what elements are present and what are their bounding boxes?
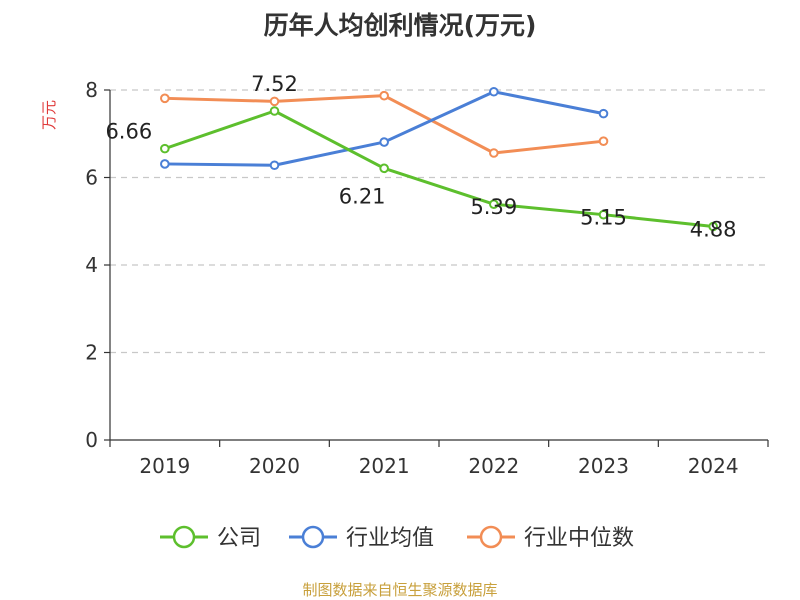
y-tick-label: 0 — [85, 428, 98, 452]
y-tick-label: 8 — [85, 78, 98, 102]
y-tick-label: 4 — [85, 253, 98, 277]
data-point — [160, 93, 170, 104]
data-label: 5.39 — [470, 195, 517, 219]
data-point — [598, 136, 609, 146]
legend-item[interactable]: 公司 — [160, 525, 261, 551]
series-layer — [160, 86, 718, 232]
data-point — [379, 90, 389, 101]
chart-title: 历年人均创利情况(万元) — [263, 11, 537, 40]
data-point — [489, 199, 499, 209]
x-tick-label: 2021 — [359, 454, 410, 478]
y-tick-label: 2 — [85, 341, 98, 365]
data-point — [598, 108, 609, 119]
legend-swatch-marker — [301, 525, 325, 549]
data-point — [269, 96, 280, 107]
data-point — [379, 137, 389, 147]
legend: 公司 行业均值 行业中位数 — [160, 525, 634, 551]
legend-label: 公司 — [217, 526, 261, 551]
x-tick-label: 2023 — [578, 454, 629, 478]
x-tick-label: 2020 — [249, 454, 300, 478]
series-line — [164, 109, 714, 228]
data-point — [269, 160, 280, 171]
data-label: 6.66 — [105, 120, 152, 144]
legend-swatch-marker — [479, 525, 503, 549]
data-labels: 6.66 7.52 6.21 5.39 5.15 4.88 — [105, 72, 736, 242]
legend-swatch-marker — [172, 525, 196, 549]
y-tick-label: 6 — [85, 166, 98, 190]
data-point — [708, 221, 718, 232]
x-tick-label: 2024 — [688, 454, 739, 478]
data-point — [489, 86, 499, 97]
legend-label: 行业中位数 — [524, 526, 634, 551]
data-point — [160, 143, 170, 154]
footer-source: 制图数据来自恒生聚源数据库 — [302, 581, 498, 599]
series-line — [164, 90, 604, 167]
y-axis-title: 万元 — [40, 100, 58, 130]
data-label: 6.21 — [339, 184, 386, 208]
data-label: 5.15 — [580, 206, 627, 230]
axes: 0 2 4 6 8 2019 2020 2021 2022 2023 2024 万元 — [40, 78, 769, 478]
x-tick-label: 2022 — [468, 454, 519, 478]
data-point — [269, 106, 280, 116]
data-point — [489, 148, 499, 158]
legend-item[interactable]: 行业中位数 — [467, 525, 634, 551]
legend-item[interactable]: 行业均值 — [289, 525, 434, 551]
data-point — [598, 209, 609, 220]
data-point — [160, 159, 170, 169]
data-point — [379, 163, 389, 174]
x-tick-label: 2019 — [139, 454, 190, 478]
legend-label: 行业均值 — [346, 526, 434, 551]
data-label: 4.88 — [690, 218, 737, 242]
data-label: 7.52 — [251, 72, 298, 96]
